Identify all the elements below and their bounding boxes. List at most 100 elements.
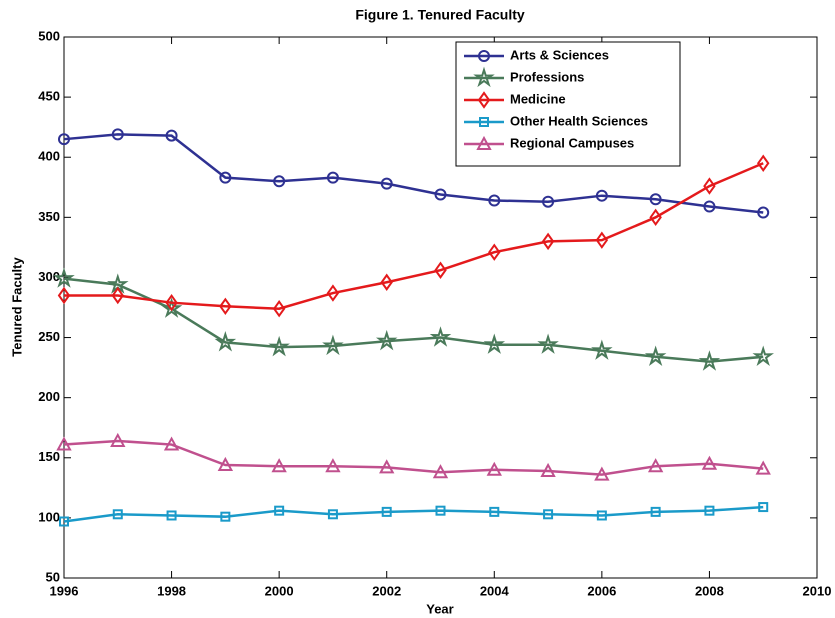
legend-box	[455, 41, 681, 167]
x-tick-label: 2010	[803, 583, 832, 598]
series-line	[63, 439, 764, 476]
data-point	[268, 335, 290, 357]
data-point	[434, 188, 447, 201]
data-point	[488, 243, 501, 261]
data-point	[217, 456, 234, 471]
data-point	[58, 133, 70, 146]
data-point	[220, 511, 231, 522]
series-line	[63, 277, 764, 363]
y-tick-label: 300	[38, 269, 60, 284]
data-point	[591, 339, 613, 360]
series-line	[63, 133, 764, 214]
data-point	[543, 509, 554, 520]
series-line	[63, 505, 764, 523]
data-point	[379, 459, 395, 474]
data-point	[542, 195, 555, 208]
data-point	[165, 293, 178, 312]
y-tick-label: 500	[38, 28, 60, 43]
data-point	[647, 458, 664, 473]
marker	[473, 66, 495, 88]
x-tick-label: 1998	[157, 583, 186, 598]
y-tick-label: 350	[38, 209, 60, 224]
legend-label: Other Health Sciences	[510, 113, 648, 128]
data-point	[488, 194, 501, 207]
legend: Arts & Sciences Professions Medicine Other …	[455, 41, 681, 167]
data-point	[274, 505, 285, 516]
data-point	[429, 326, 452, 347]
data-point	[53, 267, 75, 288]
data-point	[594, 466, 610, 481]
x-tick-label: 2002	[372, 583, 401, 598]
data-point	[166, 510, 177, 521]
y-tick-label: 200	[38, 389, 60, 404]
data-point	[380, 177, 393, 190]
data-point	[381, 506, 392, 517]
x-axis-label: Year	[426, 601, 453, 616]
data-point	[541, 232, 555, 251]
legend-label: Regional Campuses	[510, 135, 634, 150]
data-point	[327, 509, 338, 520]
data-point	[755, 460, 771, 475]
data-point	[111, 286, 125, 305]
data-point	[326, 171, 339, 184]
chart-title: Figure 1. Tenured Faculty	[355, 7, 525, 23]
data-point	[595, 189, 608, 202]
x-tick-label: 2004	[480, 583, 510, 598]
data-point	[537, 333, 559, 354]
marker	[478, 50, 490, 62]
data-point	[271, 458, 287, 473]
data-point	[698, 350, 721, 371]
data-point	[272, 299, 286, 318]
data-point	[375, 329, 398, 351]
data-point	[111, 128, 124, 141]
data-point	[756, 154, 770, 172]
data-point	[219, 171, 232, 184]
data-point	[704, 505, 715, 516]
data-point	[649, 193, 662, 206]
marker	[479, 117, 489, 127]
data-point	[486, 461, 502, 476]
data-point	[758, 502, 769, 513]
data-point	[163, 436, 180, 451]
data-point	[483, 333, 506, 354]
data-point	[540, 462, 556, 478]
series-line	[64, 162, 764, 310]
legend-label: Professions	[510, 69, 584, 84]
data-point	[326, 284, 340, 302]
legend-label: Medicine	[510, 91, 566, 106]
x-tick-label: 2000	[265, 583, 294, 598]
x-tick-label: 2006	[587, 583, 616, 598]
data-point	[322, 334, 344, 356]
data-point	[432, 464, 449, 479]
data-point	[273, 175, 286, 188]
data-point	[752, 345, 774, 366]
data-point	[703, 200, 716, 213]
data-point	[595, 231, 609, 249]
data-point	[434, 261, 447, 279]
data-point	[214, 331, 237, 352]
data-point	[435, 505, 446, 516]
y-tick-label: 50	[46, 569, 60, 584]
data-point	[325, 458, 341, 473]
y-tick-label: 100	[38, 509, 60, 524]
data-point	[57, 286, 71, 305]
data-point	[596, 510, 607, 521]
legend-label: Arts & Sciences	[510, 47, 609, 62]
data-point	[703, 177, 716, 195]
plot-area	[63, 36, 818, 579]
y-tick-label: 250	[38, 329, 60, 344]
marker	[476, 135, 492, 150]
y-tick-label: 450	[38, 89, 60, 104]
data-point	[165, 129, 178, 142]
y-tick-label: 150	[38, 449, 60, 464]
data-point	[56, 436, 72, 451]
data-point	[219, 297, 232, 316]
x-tick-label: 2008	[695, 583, 724, 598]
data-point	[489, 506, 500, 517]
y-tick-label: 400	[38, 149, 60, 164]
x-tick-label: 1996	[50, 583, 79, 598]
data-point	[380, 273, 393, 291]
data-point	[644, 345, 667, 366]
data-point	[110, 432, 126, 447]
